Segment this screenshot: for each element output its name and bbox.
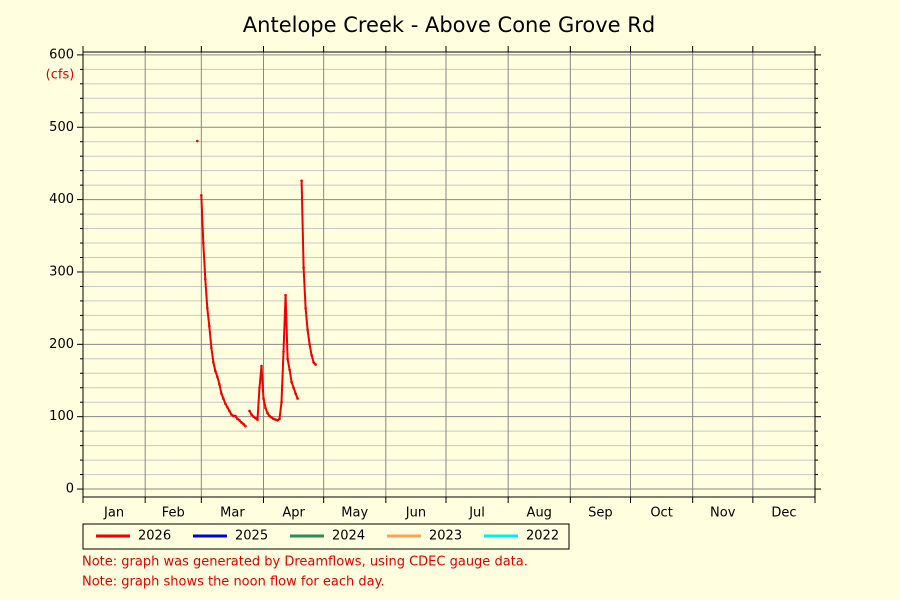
y-tick-label: 200	[49, 337, 74, 352]
data-point	[218, 382, 221, 386]
x-tick-label: Mar	[220, 506, 245, 521]
x-tick-label: Sep	[588, 506, 613, 521]
y-tick-label: 100	[49, 409, 74, 424]
x-tick-label: Dec	[771, 506, 796, 521]
data-point	[216, 375, 219, 379]
data-point	[200, 193, 203, 197]
data-point	[208, 324, 211, 328]
data-point	[280, 400, 283, 404]
data-point	[258, 386, 261, 390]
x-tick-label: May	[341, 506, 368, 521]
y-unit: (cfs)	[46, 68, 75, 83]
data-point	[234, 414, 237, 418]
legend-box	[82, 523, 570, 550]
data-point	[282, 350, 285, 353]
data-point	[296, 397, 299, 400]
data-point	[266, 411, 269, 415]
data-point	[226, 405, 229, 409]
x-tick-label: Jul	[468, 506, 485, 521]
data-point	[272, 417, 275, 421]
legend-label: 2025	[235, 529, 268, 544]
data-point	[284, 293, 287, 297]
data-point	[250, 413, 253, 416]
data-point	[256, 418, 259, 421]
y-tick-label: 0	[66, 482, 74, 497]
data-point	[224, 402, 227, 405]
data-point	[312, 361, 315, 364]
data-point	[220, 392, 223, 395]
data-point	[314, 363, 317, 366]
data-point	[304, 306, 307, 310]
x-tick-label: Nov	[710, 506, 736, 521]
data-point	[240, 421, 243, 424]
data-point	[230, 413, 233, 416]
data-point	[262, 397, 265, 400]
data-point	[212, 361, 215, 364]
data-point	[238, 419, 241, 422]
x-tick-label: Aug	[527, 506, 552, 521]
data-point	[248, 409, 251, 413]
data-point	[276, 419, 279, 422]
data-point	[300, 179, 303, 183]
data-point	[202, 241, 205, 245]
legend-label: 2024	[332, 529, 365, 544]
data-point	[264, 406, 267, 410]
data-point	[260, 364, 263, 368]
data-point	[204, 277, 207, 281]
chart-title: Antelope Creek - Above Cone Grove Rd	[243, 13, 655, 37]
data-point	[306, 328, 309, 332]
plot-frame	[82, 51, 816, 498]
data-point	[302, 266, 305, 269]
data-point	[242, 422, 245, 426]
y-tick-label: 600	[49, 47, 74, 62]
x-tick-label: Feb	[162, 506, 185, 521]
data-point	[232, 414, 235, 418]
x-tick-label: Apr	[282, 506, 305, 521]
data-point	[278, 417, 281, 421]
data-point	[236, 417, 239, 421]
data-point	[270, 416, 273, 419]
x-tick-label: Oct	[650, 506, 672, 521]
data-point	[244, 424, 247, 428]
note: Note: graph shows the noon flow for each…	[82, 575, 385, 590]
data-point	[252, 415, 255, 418]
data-point	[214, 369, 217, 373]
data-point	[254, 416, 257, 420]
data-point	[206, 306, 209, 310]
legend-label: 2023	[429, 529, 462, 544]
x-tick-label: Jan	[103, 506, 124, 521]
y-tick-label: 500	[49, 120, 74, 135]
data-point	[196, 139, 199, 143]
x-tick-label: Jun	[405, 506, 426, 521]
data-point	[222, 397, 225, 400]
data-point	[274, 418, 277, 421]
data-point	[288, 368, 291, 371]
legend-label: 2026	[138, 529, 171, 544]
note: Note: graph was generated by Dreamflows,…	[82, 555, 528, 570]
data-point	[286, 357, 289, 361]
y-tick-label: 300	[49, 264, 74, 279]
data-point	[308, 343, 311, 346]
data-point	[210, 346, 213, 350]
data-point	[310, 353, 313, 357]
legend-label: 2022	[526, 529, 559, 544]
data-point	[290, 380, 293, 384]
data-point	[292, 386, 295, 390]
data-point	[294, 392, 297, 395]
y-tick-label: 400	[49, 192, 74, 207]
data-point	[228, 409, 231, 413]
data-point	[268, 414, 271, 418]
